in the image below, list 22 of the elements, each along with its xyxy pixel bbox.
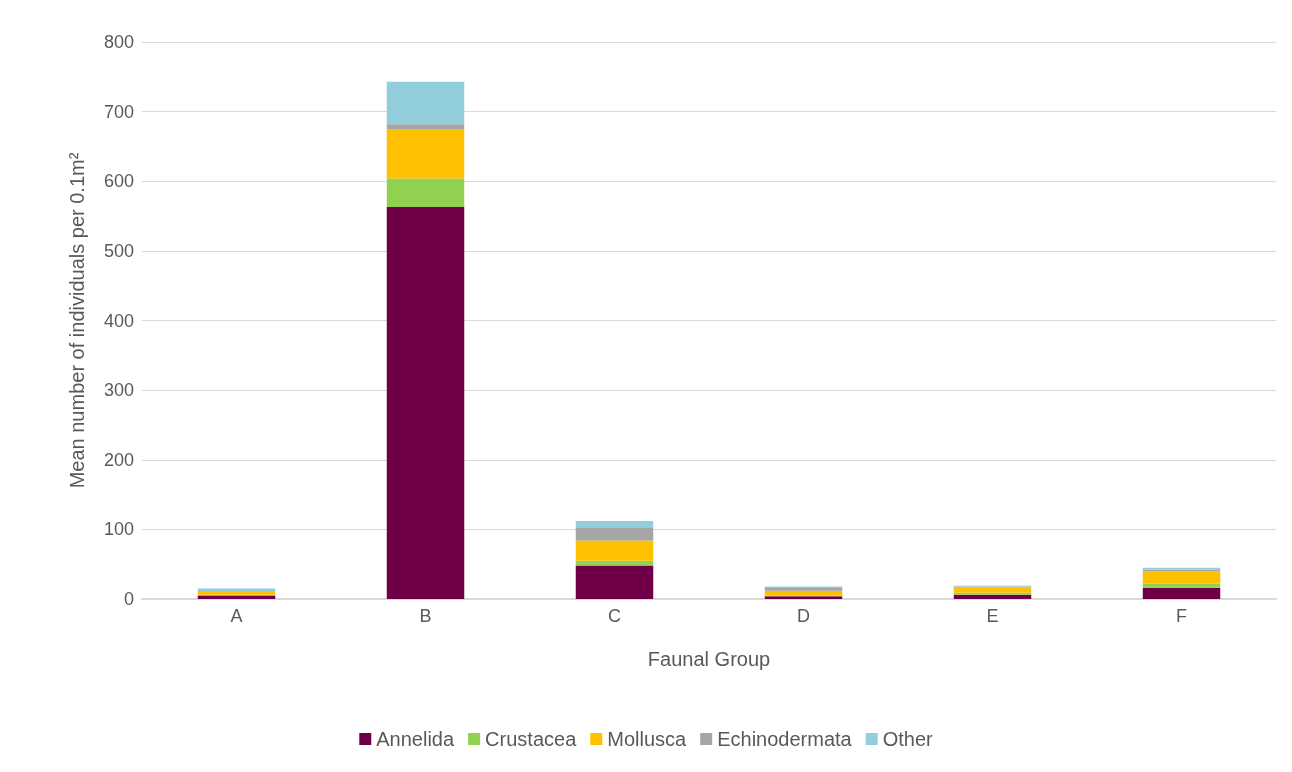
legend-label: Annelida [376,728,455,750]
y-tick-label: 300 [103,380,134,401]
legend-label: Mollusca [607,728,688,750]
y-tick-label: 200 [103,449,134,470]
y-axis-title: Mean number of individuals per 0.1m² [66,152,88,489]
y-tick-label: 700 [103,101,134,122]
x-axis-title: Faunal Group [647,648,771,670]
legend-label: Crustacea [485,728,578,750]
legend-label: Echinodermata [717,728,853,750]
y-tick-label: 400 [103,310,134,331]
x-tick-label: D [797,606,810,626]
y-tick-label: 600 [103,171,134,192]
x-tick-label: F [1176,606,1187,626]
x-tick-label: C [608,606,621,626]
x-tick-label: B [419,606,432,626]
x-tick-label: A [230,606,243,626]
y-tick-label: 800 [103,32,134,52]
y-tick-label: 500 [103,240,134,261]
legend-label: Other [882,728,934,750]
y-tick-label: 100 [103,519,134,540]
x-tick-label: E [986,606,999,626]
y-tick-label: 0 [123,589,134,609]
